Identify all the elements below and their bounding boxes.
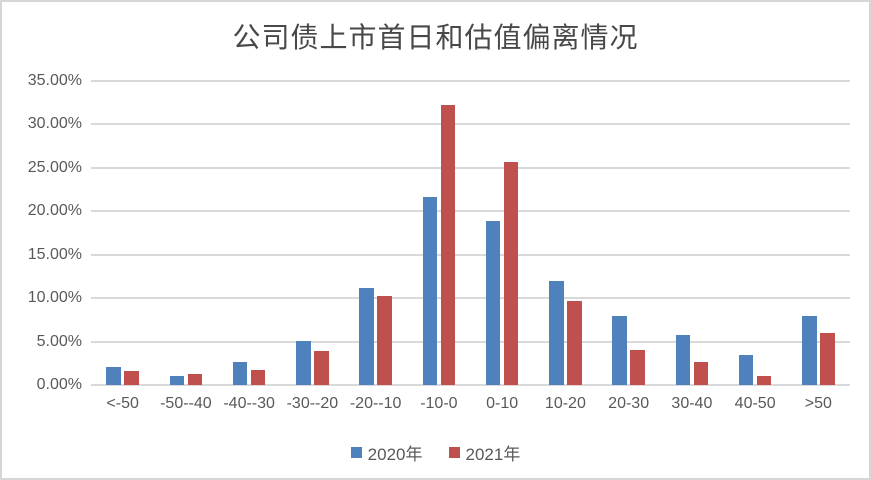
legend: 2020年 2021年 [2,440,869,465]
bar-2021年-40-50 [756,376,772,385]
gridline [91,80,850,82]
gridline [91,340,850,343]
gridline [91,166,850,169]
x-tick-label: -10-0 [420,395,458,412]
bar-2020年--50--40 [169,376,185,385]
x-tick-label: >50 [804,395,832,412]
y-tick-label: 5.00% [36,332,82,350]
bar-2021年--40--30 [250,370,266,385]
chart-title: 公司债上市首日和估值偏离情况 [232,21,639,54]
bar-2020年--40--30 [232,362,248,385]
legend-item-2021年: 2021年 [448,440,521,465]
y-tick-label: 35.00% [27,72,82,89]
bar-2021年--30--20 [314,351,329,385]
bar-2021年-0-10 [503,161,519,385]
y-tick-label: 25.00% [27,158,82,176]
legend-item-2020年: 2020年 [350,440,423,465]
gridline [91,384,850,386]
gridline [91,210,850,213]
x-tick-label: 40-50 [734,395,776,412]
bar-2020年-20-30 [612,315,627,385]
x-tick-label: <-50 [106,395,139,412]
x-tick-label: 30-40 [671,395,713,412]
bar-2021年-20-30 [630,350,645,385]
bar-2020年-0-10 [485,220,501,385]
bar-2020年-40-50 [738,355,754,385]
bar-2020年--10-0 [422,196,438,385]
bar-2021年-<-50 [124,371,139,385]
bar-2021年-30-40 [693,362,709,385]
bar-2020年-10-20 [549,280,564,385]
y-tick-label: 10.00% [27,289,82,307]
bar-2021年--10-0 [440,105,456,385]
bar-2020年->50 [802,315,817,385]
y-tick-label: 30.00% [27,115,82,133]
x-tick-label: 0-10 [486,395,519,412]
bar-2021年--50--40 [187,373,203,385]
bar-2021年->50 [820,332,835,385]
legend-swatch-icon [448,447,460,458]
x-tick-label: -50--40 [160,395,212,412]
gridline [91,253,850,256]
y-axis: 35.00% 30.00% 25.00% 20.00% 15.00% 10.00% 5.00… [2,72,82,393]
gridline [91,297,850,300]
x-axis: <-50 -50--40 -40--30 -30--20 -20--10 -10-0 0-1… [91,395,850,417]
legend-label: 2020年 [367,445,423,464]
bar-2020年--20--10 [359,287,374,385]
legend-label: 2021年 [465,445,521,464]
x-tick-label: 10-20 [544,395,586,412]
plot-area [91,80,850,386]
gridline [91,123,850,126]
x-tick-label: 20-30 [608,395,650,412]
bar-2021年-10-20 [567,300,582,385]
x-tick-label: -30--20 [286,395,339,412]
bar-2020年--30--20 [296,340,311,385]
y-tick-label: 15.00% [27,245,82,263]
y-tick-label: 0.00% [36,376,82,393]
y-tick-label: 20.00% [27,202,82,220]
bar-2021年--20--10 [377,295,392,385]
x-tick-label: -40--30 [223,395,275,412]
bar-2020年-<-50 [106,366,121,385]
legend-swatch-icon [350,447,362,458]
x-tick-label: -20--10 [349,395,402,412]
bar-2020年-30-40 [675,334,691,385]
